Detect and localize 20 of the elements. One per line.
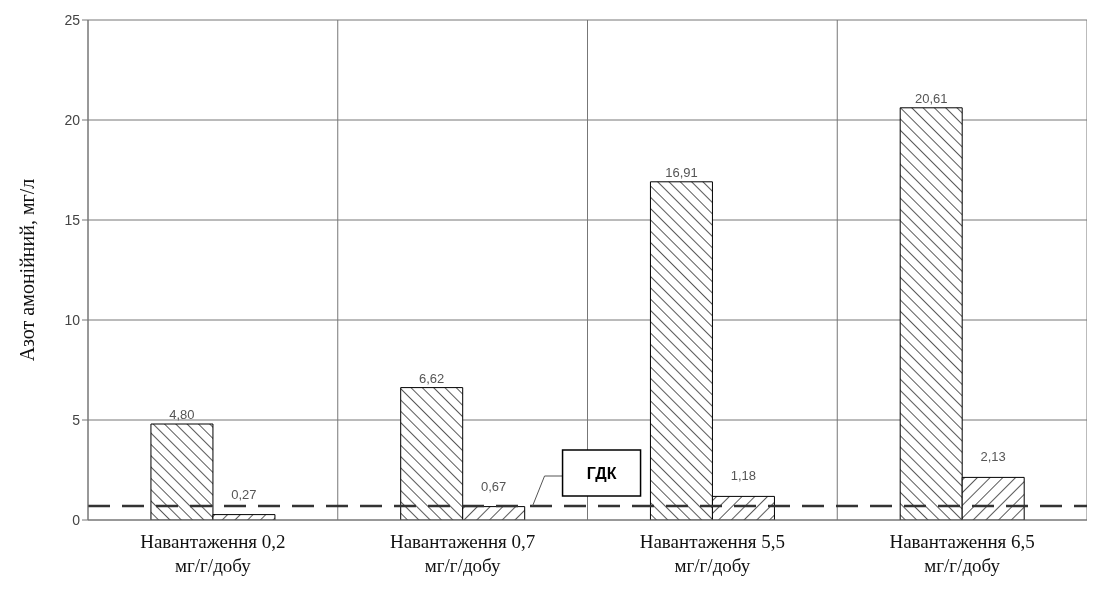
y-tick-label: 5 (72, 411, 81, 428)
x-tick-label: Навантаження 0,2 мг/г/добу (140, 531, 286, 576)
y-tick-label: 10 (64, 311, 81, 328)
x-tick-label: Навантаження 6,5 мг/г/добу (889, 531, 1035, 576)
y-tick-label: 15 (64, 211, 81, 228)
y-axis-title: Азот амонійний, мг/л (16, 178, 39, 362)
data-label: 6,62 (419, 370, 445, 386)
data-label: 0,67 (481, 478, 507, 494)
data-label: 16,91 (665, 164, 698, 180)
data-label: 4,80 (169, 407, 195, 422)
data-label: 2,13 (980, 449, 1006, 465)
x-tick-label: Навантаження 5,5 мг/г/добу (639, 531, 786, 576)
data-label: 1,18 (730, 468, 757, 484)
y-tick-label: 20 (64, 111, 81, 128)
y-tick-label: 25 (64, 11, 81, 28)
ref-line-label: ГДК (586, 465, 617, 482)
y-tick-label: 0 (72, 511, 81, 528)
data-label: 20,61 (914, 90, 948, 106)
data-label: 0,27 (231, 486, 257, 502)
x-tick-label: Навантаження 0,7 мг/г/добу (389, 531, 536, 576)
